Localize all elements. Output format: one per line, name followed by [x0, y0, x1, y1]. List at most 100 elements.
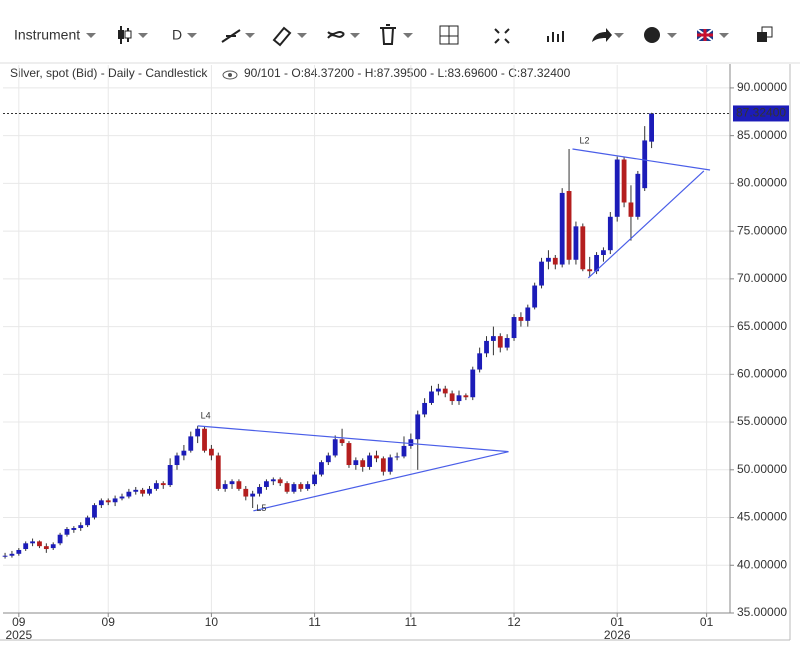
- candle-body: [587, 269, 593, 272]
- candle-body: [325, 455, 331, 463]
- candle-body: [133, 489, 139, 492]
- candle-body: [243, 488, 249, 497]
- y-tick-label: 90.00000: [737, 80, 787, 94]
- dropdown-arrow[interactable]: [297, 33, 307, 38]
- candle-body: [628, 202, 634, 217]
- candle-body: [511, 317, 517, 339]
- candle-body: [360, 460, 366, 467]
- candle-body: [504, 338, 510, 348]
- measure-button[interactable]: [272, 26, 292, 47]
- x-tick-label: 11: [405, 615, 418, 629]
- candle-body: [264, 481, 269, 487]
- candle-body: [401, 445, 407, 457]
- dropdown-arrow[interactable]: [138, 33, 148, 38]
- candle-body: [649, 113, 654, 142]
- candle-body: [257, 486, 262, 494]
- dropdown-arrow[interactable]: [403, 33, 413, 38]
- candle-body: [319, 462, 324, 475]
- candle-body: [202, 428, 207, 451]
- candle-body: [497, 336, 503, 348]
- draw-line-button[interactable]: [221, 29, 241, 43]
- y-tick-label: 55.00000: [737, 414, 787, 428]
- year-label: 2025: [5, 628, 32, 642]
- candle-body: [429, 391, 434, 403]
- y-tick-label: 65.00000: [737, 319, 787, 333]
- y-tick-label: 45.00000: [737, 510, 787, 524]
- candle-body: [525, 307, 531, 321]
- candle-body: [174, 455, 180, 466]
- candle-body: [532, 285, 538, 308]
- candle-type-button[interactable]: [118, 26, 132, 44]
- dropdown-arrow[interactable]: [245, 33, 255, 38]
- candle-body: [470, 369, 476, 398]
- candle-body: [167, 465, 173, 486]
- candle-body: [601, 250, 606, 255]
- candle-body: [566, 191, 572, 260]
- crosshair-button[interactable]: [439, 25, 459, 45]
- candle-body: [380, 458, 386, 472]
- candle-body: [339, 439, 345, 444]
- dropdown-arrow[interactable]: [350, 33, 360, 38]
- candle-body: [353, 460, 359, 466]
- candle-body: [573, 226, 579, 260]
- candle-body: [442, 388, 448, 394]
- y-tick-label: 40.00000: [737, 557, 787, 571]
- candle-body: [435, 388, 441, 392]
- period-button[interactable]: D: [172, 27, 182, 43]
- volume-button[interactable]: [547, 31, 564, 42]
- candle-body: [580, 226, 586, 270]
- candle-body: [552, 257, 558, 265]
- dropdown-arrow[interactable]: [86, 33, 96, 38]
- toolbar: Instrument D: [0, 0, 800, 64]
- candle-body: [181, 450, 187, 456]
- candle-body: [98, 500, 104, 506]
- candle-body: [539, 261, 544, 286]
- x-tick-label: 11: [308, 615, 321, 629]
- eye-icon[interactable]: [222, 70, 238, 80]
- chart-title: Silver, spot (Bid) - Daily - Candlestick: [10, 66, 208, 80]
- candle-body: [422, 402, 428, 415]
- candle-body: [23, 543, 29, 550]
- candle-body: [415, 414, 421, 440]
- indicator-button[interactable]: [327, 31, 345, 39]
- x-tick-label: 01: [611, 615, 625, 629]
- dropdown-arrow[interactable]: [667, 33, 677, 38]
- dropdown-arrow[interactable]: [614, 33, 624, 38]
- candle-body: [305, 484, 311, 489]
- candle-body: [250, 493, 256, 497]
- share-button[interactable]: [592, 28, 612, 42]
- y-tick-label: 80.00000: [737, 176, 787, 190]
- candle-body: [374, 455, 379, 459]
- candle-body: [594, 254, 599, 272]
- instrument-button[interactable]: Instrument: [14, 27, 80, 43]
- delete-button[interactable]: [380, 24, 396, 45]
- theme-button[interactable]: [644, 27, 660, 43]
- candle-body: [50, 544, 56, 549]
- candle-body: [37, 541, 42, 547]
- drawing-label: L5: [256, 503, 266, 513]
- candle-body: [394, 456, 400, 458]
- trend-line: [587, 170, 705, 279]
- candle-body: [367, 455, 373, 467]
- x-tick-label: 01: [700, 615, 714, 629]
- dropdown-arrow[interactable]: [719, 33, 729, 38]
- fullscreen-button[interactable]: [494, 28, 510, 44]
- x-tick-label: 09: [12, 615, 26, 629]
- candle-body: [270, 479, 276, 482]
- trend-line: [572, 148, 711, 171]
- candle-body: [490, 336, 496, 341]
- dropdown-arrow[interactable]: [187, 33, 197, 38]
- candle-body: [518, 317, 524, 321]
- plot-area: 35.00000 40.00000 45.00000 50.00000 55.00000…: [2, 64, 789, 642]
- candle-body: [160, 483, 166, 486]
- x-tick-label: 10: [205, 615, 219, 629]
- candle-body: [16, 549, 22, 554]
- window-button[interactable]: [757, 26, 773, 42]
- trend-line: [253, 451, 509, 512]
- candle-body: [607, 216, 613, 251]
- candle-body: [126, 491, 132, 497]
- language-button[interactable]: [696, 28, 714, 42]
- candle-body: [229, 481, 235, 485]
- toolbar-bg: [0, 0, 800, 64]
